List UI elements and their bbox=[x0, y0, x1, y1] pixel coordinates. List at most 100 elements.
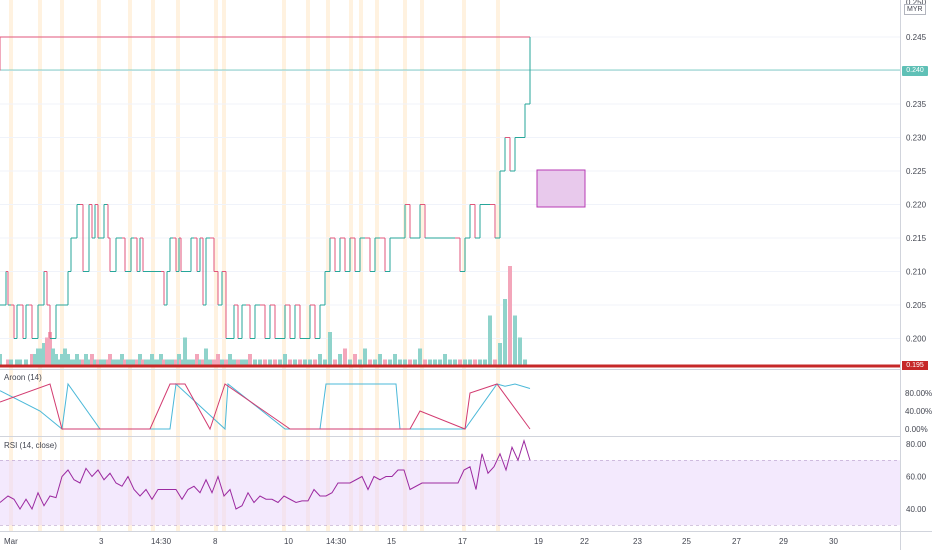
session-band bbox=[326, 0, 330, 531]
volume-bar bbox=[328, 332, 332, 365]
price-tick-label: 0.220 bbox=[906, 201, 927, 210]
volume-bar bbox=[117, 359, 121, 365]
drawn-rectangle[interactable] bbox=[536, 169, 586, 208]
volume-bar bbox=[147, 359, 151, 365]
volume-bar bbox=[383, 359, 387, 365]
price-tick-label: 0.235 bbox=[906, 100, 927, 109]
aroon-tick-label: 0.00% bbox=[905, 425, 928, 434]
session-band bbox=[151, 0, 155, 531]
price-axis[interactable]: 0.245 0.235 0.230 0.225 0.220 0.215 0.210 0.205… bbox=[905, 0, 932, 514]
volume-bar bbox=[72, 359, 76, 365]
session-band bbox=[176, 0, 180, 531]
volume-bar bbox=[258, 359, 262, 365]
time-tick-label: 30 bbox=[829, 537, 838, 546]
volume-bar bbox=[263, 359, 267, 365]
volume-bar bbox=[423, 359, 427, 365]
volume-bar bbox=[24, 359, 28, 365]
volume-bar bbox=[126, 359, 130, 365]
volume-bar bbox=[36, 348, 40, 365]
volume-bar bbox=[448, 359, 452, 365]
session-band bbox=[403, 0, 407, 531]
volume-bar bbox=[478, 359, 482, 365]
session-band bbox=[349, 0, 353, 531]
volume-bar bbox=[174, 359, 178, 365]
rsi-pane bbox=[0, 439, 900, 526]
volume-bar bbox=[236, 359, 240, 365]
aroon-legend-label[interactable]: Aroon (14) bbox=[4, 373, 42, 382]
volume-bar bbox=[171, 359, 175, 365]
volume-bar bbox=[363, 348, 367, 365]
volume-bar bbox=[33, 354, 37, 365]
volume-bar bbox=[168, 359, 172, 365]
volume-bar bbox=[232, 359, 236, 365]
volume-bar bbox=[433, 359, 437, 365]
volume-bar bbox=[453, 359, 457, 365]
volume-bar bbox=[96, 359, 100, 365]
volume-bar bbox=[403, 359, 407, 365]
session-band bbox=[282, 0, 286, 531]
volume-bar bbox=[45, 337, 49, 365]
volume-bar bbox=[483, 359, 487, 365]
time-tick-label: 14:30 bbox=[151, 537, 172, 546]
volume-bar bbox=[408, 359, 412, 365]
rsi-legend-label[interactable]: RSI (14, close) bbox=[4, 441, 57, 450]
price-tick-label: 0.205 bbox=[906, 301, 927, 310]
volume-bar bbox=[165, 359, 169, 365]
price-tick-label: 0.210 bbox=[906, 268, 927, 277]
volume-bar bbox=[81, 359, 85, 365]
volume-bar bbox=[120, 354, 124, 365]
volume-bar bbox=[244, 359, 248, 365]
volume-bar bbox=[323, 359, 327, 365]
session-band bbox=[128, 0, 132, 531]
aroon-lines bbox=[0, 382, 531, 431]
volume-bar bbox=[54, 354, 58, 365]
time-tick-label: 19 bbox=[534, 537, 543, 546]
time-axis[interactable]: Mar 3 14:30 8 10 14:30 15 17 19 22 23 25 27 29 30 bbox=[4, 537, 838, 546]
volume-bar bbox=[141, 359, 145, 365]
volume-bar bbox=[458, 359, 462, 365]
price-tick-label: 0.215 bbox=[906, 234, 927, 243]
volume-bar bbox=[338, 354, 342, 365]
volume-bar bbox=[220, 359, 224, 365]
currency-label: MYR bbox=[904, 4, 926, 15]
volume-bar bbox=[123, 359, 127, 365]
volume-bar bbox=[156, 359, 160, 365]
volume-bar bbox=[162, 359, 166, 365]
time-tick-label: 8 bbox=[213, 537, 218, 546]
volume-bar bbox=[303, 359, 307, 365]
volume-bar bbox=[418, 348, 422, 365]
price-step-line bbox=[0, 36, 531, 339]
session-band bbox=[38, 0, 42, 531]
volume-bar bbox=[288, 359, 292, 365]
volume-bar bbox=[398, 359, 402, 365]
volume-bar bbox=[353, 354, 357, 365]
rsi-tick-label: 60.00 bbox=[906, 473, 927, 482]
volume-bar bbox=[388, 359, 392, 365]
volume-bar bbox=[273, 359, 277, 365]
session-band bbox=[222, 0, 226, 531]
session-band bbox=[306, 0, 310, 531]
session-band bbox=[375, 0, 379, 531]
volume-bar bbox=[393, 354, 397, 365]
volume-bar bbox=[313, 359, 317, 365]
volume-bar bbox=[488, 315, 492, 365]
volume-bar bbox=[63, 348, 67, 365]
volume-bar bbox=[66, 354, 70, 365]
volume-bar bbox=[204, 348, 208, 365]
volume-bar bbox=[523, 359, 527, 365]
volume-bar bbox=[114, 359, 118, 365]
volume-bar bbox=[60, 354, 64, 365]
time-tick-label: 14:30 bbox=[326, 537, 347, 546]
volume-bar bbox=[224, 359, 228, 365]
rsi-tick-label: 40.00 bbox=[906, 505, 927, 514]
volume-bar bbox=[443, 354, 447, 365]
volume-bar bbox=[111, 359, 115, 365]
session-band bbox=[359, 0, 363, 531]
volume-bar bbox=[216, 354, 220, 365]
volume-bar bbox=[150, 354, 154, 365]
rsi-band bbox=[0, 460, 900, 526]
volume-bar bbox=[99, 359, 103, 365]
support-price-badge: 0.195 bbox=[902, 361, 928, 370]
volume-bar bbox=[186, 359, 190, 365]
